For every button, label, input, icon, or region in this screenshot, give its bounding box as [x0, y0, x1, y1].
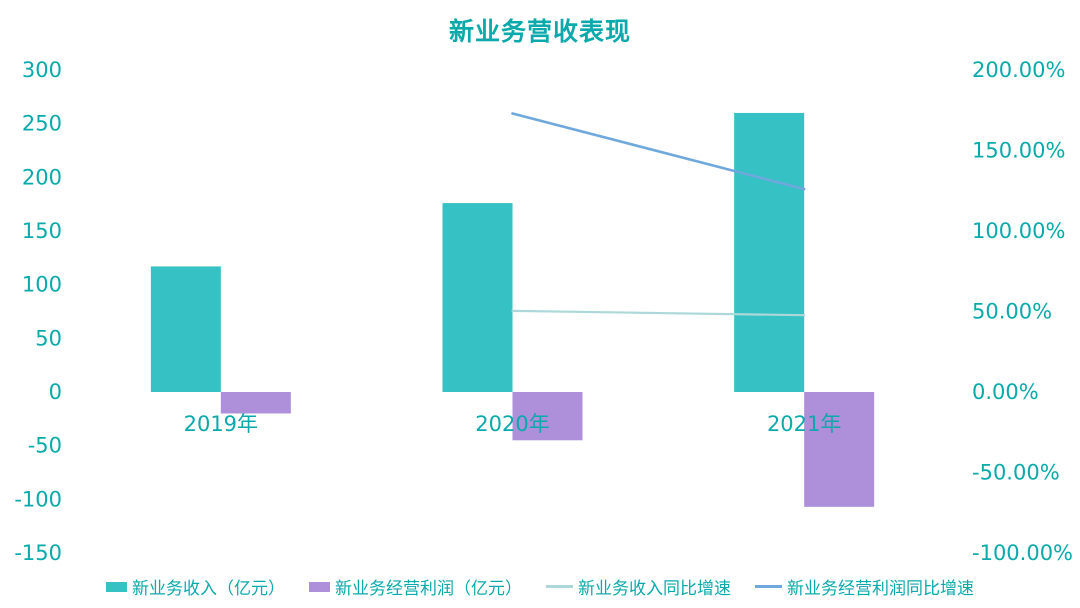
revenue-growth-line-swatch-icon — [546, 585, 573, 588]
x-axis-label: 2020年 — [475, 412, 549, 436]
bar-profit-2019年 — [220, 392, 291, 414]
legend-label-profit-growth: 新业务经营利润同比增速 — [787, 579, 974, 599]
left-axis-tick-label: 300 — [22, 58, 62, 82]
revenue-bar-swatch-icon — [106, 581, 127, 592]
chart-title: 新业务营收表现 — [448, 17, 631, 46]
bar-profit-2020年 — [512, 392, 583, 441]
bar-revenue-2019年 — [150, 266, 221, 392]
right-axis-tick-label: 50.00% — [972, 300, 1052, 324]
legend-item-profit-bar: 新业务经营利润（亿元） — [309, 574, 522, 599]
left-axis-tick-label: 250 — [22, 112, 62, 136]
right-axis-tick-label: 150.00% — [972, 139, 1065, 163]
legend-item-profit-growth-line: 新业务经营利润同比增速 — [755, 574, 974, 599]
left-axis-tick-label: 100 — [22, 273, 62, 297]
right-axis-tick-label: 200.00% — [972, 58, 1065, 82]
bar-revenue-2020年 — [442, 203, 513, 392]
x-axis-label: 2019年 — [184, 412, 258, 436]
right-axis-tick-label: 100.00% — [972, 219, 1065, 243]
bar-revenue-2021年 — [734, 112, 805, 392]
left-axis-tick-label: 200 — [22, 165, 62, 189]
legend-label-revenue-bar: 新业务收入（亿元） — [132, 579, 285, 599]
legend: 新业务收入（亿元） 新业务经营利润（亿元） 新业务收入同比增速 新业务经营利润同… — [0, 574, 1080, 599]
legend-item-revenue-growth-line: 新业务收入同比增速 — [546, 574, 731, 599]
left-axis-tick-label: -50 — [28, 434, 62, 458]
legend-label-revenue-growth: 新业务收入同比增速 — [578, 579, 731, 599]
left-axis-tick-label: -150 — [14, 541, 62, 565]
line-series-revenue-growth — [511, 309, 806, 317]
bar-profit-2021年 — [804, 392, 875, 507]
left-axis-tick-label: 150 — [22, 219, 62, 243]
right-axis-tick-label: 0.00% — [972, 380, 1039, 404]
left-axis-tick-label: 0 — [49, 380, 62, 404]
line-series-profit-growth — [511, 112, 806, 191]
profit-bar-swatch-icon — [309, 581, 330, 592]
left-axis-tick-label: 50 — [35, 326, 62, 350]
profit-growth-line-swatch-icon — [755, 585, 782, 588]
legend-label-profit-bar: 新业务经营利润（亿元） — [335, 579, 522, 599]
x-axis-label: 2021年 — [767, 412, 841, 436]
right-axis-tick-label: -100.00% — [972, 541, 1073, 565]
left-axis-tick-label: -100 — [14, 487, 62, 511]
right-axis-tick-label: -50.00% — [972, 461, 1060, 485]
legend-item-revenue-bar: 新业务收入（亿元） — [106, 574, 285, 599]
